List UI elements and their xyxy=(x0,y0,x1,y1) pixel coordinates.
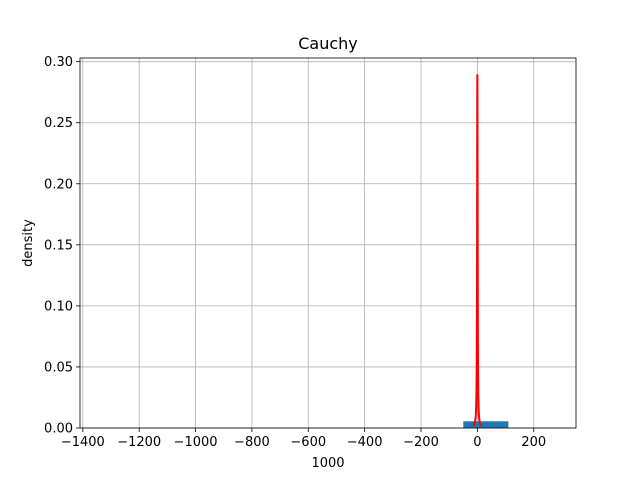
histogram-bar xyxy=(463,421,509,428)
y-tick-label: 0.10 xyxy=(44,299,73,314)
y-axis-label: density xyxy=(21,219,36,267)
x-tick-label: −800 xyxy=(234,435,270,450)
x-axis-label: 1000 xyxy=(311,456,344,471)
y-tick-label: 0.30 xyxy=(44,55,73,70)
x-axis-ticks: −1400 −1200 −1000 −800 −600 −400 −200 0 200 xyxy=(61,428,546,450)
y-axis-ticks: 0.00 0.05 0.10 0.15 0.20 0.25 0.30 xyxy=(44,55,80,437)
y-tick-label: 0.05 xyxy=(44,360,73,375)
y-tick-label: 0.00 xyxy=(44,422,73,437)
plot-area-frame xyxy=(79,57,577,429)
x-tick-label: 200 xyxy=(521,435,546,450)
y-tick-label: 0.25 xyxy=(44,116,73,131)
y-tick-label: 0.15 xyxy=(44,238,73,253)
x-tick-label: −1400 xyxy=(61,435,105,450)
x-tick-label: −200 xyxy=(403,435,439,450)
x-tick-label: 0 xyxy=(473,435,481,450)
y-tick-label: 0.20 xyxy=(44,177,73,192)
cauchy-pdf-line xyxy=(472,74,483,427)
x-tick-label: −600 xyxy=(290,435,326,450)
histogram-bars xyxy=(463,421,509,428)
grid xyxy=(80,58,576,429)
chart-title: Cauchy xyxy=(298,34,358,53)
pdf-line-layer xyxy=(472,74,483,427)
x-tick-label: −1000 xyxy=(174,435,218,450)
x-tick-label: −1200 xyxy=(117,435,161,450)
x-tick-label: −400 xyxy=(347,435,383,450)
